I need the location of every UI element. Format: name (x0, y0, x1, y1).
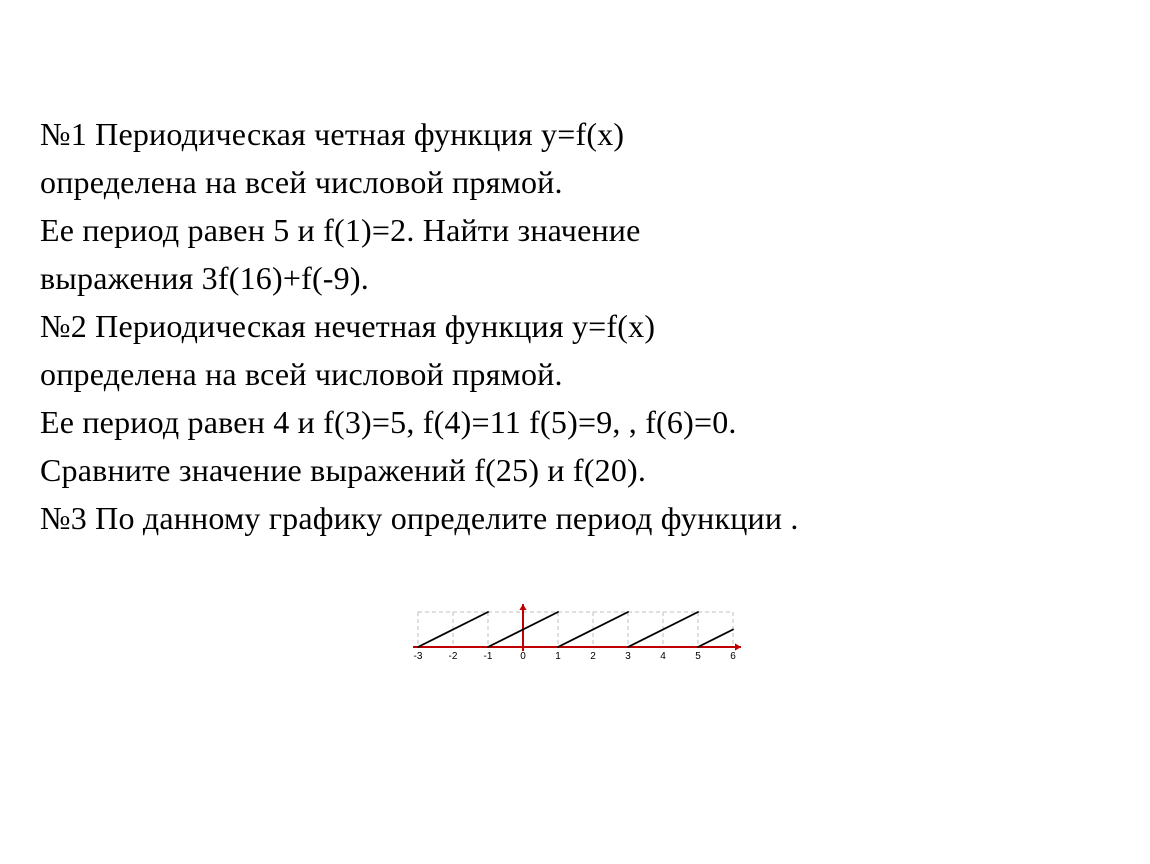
svg-text:5: 5 (695, 651, 701, 662)
problem1-line3: Ее период равен 5 и f(1)=2. Найти значен… (40, 206, 1110, 254)
problem2-line3: Ее период равен 4 и f(3)=5, f(4)=11 f(5)… (40, 398, 1110, 446)
svg-text:4: 4 (660, 651, 666, 662)
svg-text:3: 3 (625, 651, 631, 662)
graph-container: -3 -2 -1 0 1 2 3 4 5 6 (40, 602, 1110, 667)
problem2-line2: определена на всей числовой прямой. (40, 350, 1110, 398)
problem1-line4: выражения 3f(16)+f(-9). (40, 254, 1110, 302)
problem2-line1: №2 Периодическая нечетная функция y=f(x) (40, 302, 1110, 350)
svg-text:1: 1 (555, 651, 561, 662)
periodic-function-graph: -3 -2 -1 0 1 2 3 4 5 6 (398, 602, 753, 667)
problem2-line4: Сравните значение выражений f(25) и f(20… (40, 446, 1110, 494)
svg-text:-2: -2 (448, 651, 457, 662)
svg-text:2: 2 (590, 651, 596, 662)
svg-text:6: 6 (730, 651, 736, 662)
svg-text:-1: -1 (483, 651, 492, 662)
svg-text:0: 0 (520, 651, 526, 662)
page: №1 Периодическая четная функция y=f(x) о… (0, 0, 1150, 667)
problem1-line2: определена на всей числовой прямой. (40, 158, 1110, 206)
problem3-line1: №3 По данному графику определите период … (40, 494, 1110, 542)
problem1-line1: №1 Периодическая четная функция y=f(x) (40, 110, 1110, 158)
svg-text:-3: -3 (413, 651, 422, 662)
